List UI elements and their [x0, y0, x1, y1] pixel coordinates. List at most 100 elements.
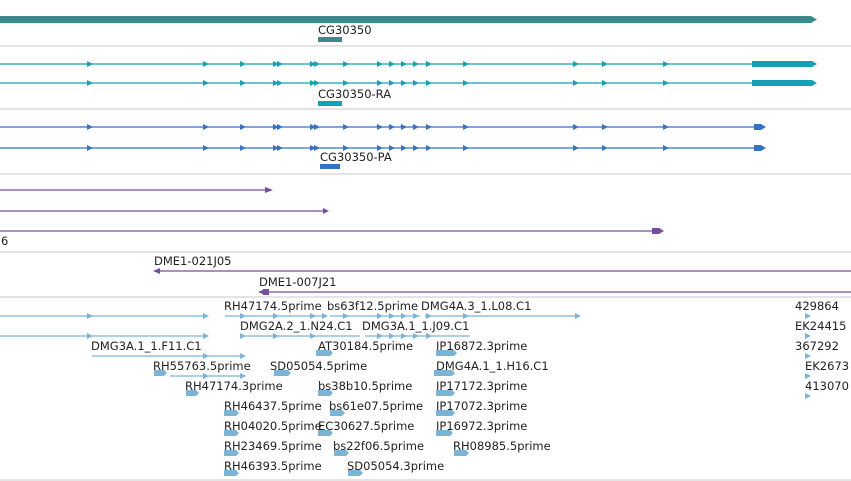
- est-arrow-head: [346, 450, 349, 456]
- est-label[interactable]: EK2673: [805, 359, 849, 373]
- est-label[interactable]: RH46437.5prime: [224, 399, 322, 413]
- est-chevron: [377, 313, 383, 319]
- exon-chevron: [389, 145, 395, 151]
- est-label[interactable]: SD05054.3prime: [347, 459, 444, 473]
- est-chevron: [203, 333, 209, 339]
- gene-bar[interactable]: [0, 16, 811, 23]
- est-label[interactable]: RH04020.5prime: [224, 419, 322, 433]
- est-label[interactable]: RH47174.3prime: [185, 379, 283, 393]
- est-label[interactable]: bs22f06.5prime: [333, 439, 424, 453]
- exon-chevron: [310, 145, 316, 151]
- est-arrow-head: [330, 390, 333, 396]
- cds-end-block: [754, 124, 761, 130]
- clone-label[interactable]: DME1-007J21: [259, 275, 337, 289]
- est-block[interactable]: [436, 390, 452, 396]
- exon-chevron: [602, 61, 608, 67]
- exon-chevron: [663, 80, 669, 86]
- cds-label[interactable]: CG30350-PA: [320, 150, 392, 164]
- exon-chevron: [343, 124, 349, 130]
- est-label[interactable]: IP17172.3prime: [436, 379, 527, 393]
- est-block[interactable]: [434, 370, 452, 376]
- est-label[interactable]: DMG4A.3_1.L08.C1: [421, 299, 531, 313]
- est-chevron: [203, 353, 209, 359]
- est-label[interactable]: DMG3A.1_1.J09.C1: [362, 319, 469, 333]
- est-arrow-head: [236, 410, 239, 416]
- est-block[interactable]: [186, 390, 196, 396]
- est-label[interactable]: bs61e07.5prime: [329, 399, 423, 413]
- est-block[interactable]: [316, 350, 330, 356]
- est-label[interactable]: RH23469.5prime: [224, 439, 322, 453]
- exon-chevron: [426, 80, 432, 86]
- est-block[interactable]: [454, 450, 466, 456]
- est-label[interactable]: DMG2A.2_1.N24.C1: [240, 319, 353, 333]
- est-label[interactable]: DMG3A.1_1.F11.C1: [91, 339, 202, 353]
- exon-chevron: [203, 145, 209, 151]
- exon-chevron: [273, 124, 279, 130]
- est-label[interactable]: RH46393.5prime: [224, 459, 322, 473]
- exon-chevron: [314, 145, 320, 151]
- clone-arrow-head: [659, 228, 664, 234]
- est-label[interactable]: RH08985.5prime: [453, 439, 551, 453]
- est-label[interactable]: AT30184.5prime: [318, 339, 413, 353]
- est-block[interactable]: [436, 430, 450, 436]
- exon-chevron: [389, 124, 395, 130]
- est-arrow-head: [196, 390, 199, 396]
- est-label[interactable]: SD05054.5prime: [270, 359, 367, 373]
- exon-chevron: [426, 61, 432, 67]
- exon-chevron: [602, 124, 608, 130]
- exon-chevron: [401, 80, 407, 86]
- est-block[interactable]: [334, 450, 346, 456]
- gene-label-marker: [318, 37, 342, 42]
- gene-track: CG30350: [0, 16, 817, 42]
- est-block[interactable]: [224, 410, 236, 416]
- est-label[interactable]: EK24415: [795, 319, 846, 333]
- transcript-arrow-head: [812, 61, 817, 67]
- est-block[interactable]: [436, 350, 454, 356]
- est-label[interactable]: DMG4A.1_1.H16.C1: [436, 359, 549, 373]
- exon-chevron: [413, 80, 419, 86]
- exon-chevron: [203, 61, 209, 67]
- gene-label[interactable]: CG30350: [318, 23, 372, 37]
- est-block[interactable]: [318, 430, 330, 436]
- est-label[interactable]: EC30627.5prime: [318, 419, 414, 433]
- est-chevron: [463, 313, 469, 319]
- clone-label[interactable]: DME1-021J05: [154, 254, 232, 268]
- est-label[interactable]: 413070: [805, 379, 849, 393]
- est-label[interactable]: bs63f12.5prime: [327, 299, 418, 313]
- exon-chevron: [203, 80, 209, 86]
- exon-chevron: [413, 61, 419, 67]
- est-arrow-head: [466, 450, 469, 456]
- est-block[interactable]: [318, 390, 330, 396]
- exon-chevron: [663, 145, 669, 151]
- est-chevron: [389, 313, 395, 319]
- est-block[interactable]: [274, 370, 288, 376]
- exon-chevron: [277, 61, 283, 67]
- est-block[interactable]: [348, 470, 360, 476]
- clone-arrow-head: [265, 187, 273, 193]
- mrna-track: CG30350-RA: [0, 61, 817, 106]
- est-label[interactable]: 429864: [795, 299, 839, 313]
- est-block[interactable]: [224, 430, 236, 436]
- est-block[interactable]: [436, 410, 452, 416]
- est-label[interactable]: 367292: [795, 339, 839, 353]
- mrna-label-marker: [318, 101, 342, 106]
- est-label[interactable]: RH55763.5prime: [153, 359, 251, 373]
- est-label[interactable]: IP16872.3prime: [436, 339, 527, 353]
- est-chevron: [805, 353, 811, 359]
- clone-fragment-label[interactable]: 6: [1, 234, 8, 248]
- est-label[interactable]: IP17072.3prime: [436, 399, 527, 413]
- exon-chevron: [413, 124, 419, 130]
- est-block[interactable]: [224, 470, 236, 476]
- est-label[interactable]: bs38b10.5prime: [318, 379, 412, 393]
- exon-chevron: [377, 80, 383, 86]
- est-label[interactable]: RH47174.5prime: [224, 299, 322, 313]
- exon-chevron: [240, 61, 246, 67]
- mrna-label[interactable]: CG30350-RA: [318, 87, 391, 101]
- exon-chevron: [314, 61, 320, 67]
- est-block[interactable]: [154, 370, 164, 376]
- est-block[interactable]: [224, 450, 236, 456]
- utr-block: [752, 61, 812, 67]
- est-arrow-head: [452, 390, 455, 396]
- est-block[interactable]: [330, 410, 342, 416]
- est-label[interactable]: IP16972.3prime: [436, 419, 527, 433]
